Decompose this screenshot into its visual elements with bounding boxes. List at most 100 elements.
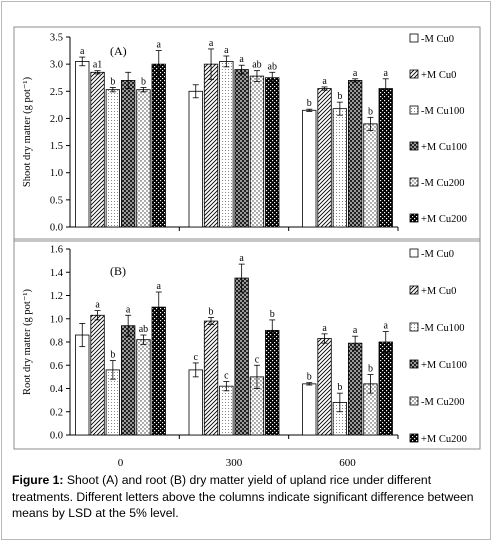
y-tick-label: 0.6 [50, 361, 63, 372]
bar [151, 306, 166, 436]
legend-label: -M Cu200 [421, 397, 464, 408]
y-tick-label: 1.2 [50, 291, 63, 302]
significance-letter: a [80, 46, 85, 57]
bar [302, 109, 317, 228]
x-tick-label: 0 [118, 457, 124, 469]
panel-shoot: 0.0 0.5 1.0 1.5 2.0 2.5 3.0 3.5 Shoot dry matter… [13, 26, 481, 242]
bar [234, 277, 249, 436]
y-tick-label: 3.5 [50, 33, 63, 44]
significance-letter: b [141, 76, 146, 87]
bar [188, 90, 203, 228]
bar [347, 342, 363, 436]
y-tick-label: 0.0 [50, 431, 63, 442]
bar [151, 63, 166, 228]
bar [121, 80, 136, 228]
y-tick-label: 1.4 [50, 268, 64, 279]
panel-label: (A) [110, 44, 127, 58]
bar [188, 369, 203, 436]
legend-swatch [409, 213, 419, 223]
significance-letter: a [353, 68, 358, 79]
significance-letter: ab [268, 61, 277, 72]
caption-text: Shoot (A) and root (B) dry matter yield … [12, 473, 474, 520]
bar [90, 71, 105, 228]
significance-letter: a [209, 38, 214, 49]
y-tick-label: 2.0 [50, 114, 63, 125]
bar [219, 61, 234, 228]
figure-caption: Figure 1: Shoot (A) and root (B) dry mat… [12, 472, 482, 522]
bar [136, 339, 151, 436]
bar [203, 320, 219, 436]
significance-letter: c [255, 354, 260, 365]
bar [75, 334, 90, 436]
legend-swatch [409, 105, 419, 115]
significance-letter: b [368, 364, 373, 375]
bar [317, 88, 332, 228]
panel-label: (B) [110, 264, 126, 278]
significance-letter: a [239, 54, 244, 65]
bar [136, 89, 151, 228]
bar [121, 325, 136, 436]
significance-letter: a [384, 68, 389, 79]
legend: -M Cu0 +M Cu0 -M Cu100 +M Cu100 -M Cu200 +M C… [409, 248, 467, 445]
significance-letter: a [353, 325, 358, 336]
legend-label: +M Cu0 [421, 70, 456, 81]
bar [363, 123, 378, 228]
significance-letter: a [157, 40, 162, 51]
significance-letter: a [126, 304, 131, 315]
figure-chart: 0.0 0.5 1.0 1.5 2.0 2.5 3.0 3.5 Shoot dry matter… [13, 26, 481, 469]
legend-swatch [409, 322, 419, 332]
legend-label: +M Cu200 [421, 434, 467, 445]
x-tick-label: 300 [226, 457, 243, 469]
significance-letter: b [368, 106, 373, 117]
y-tick-label: 1.0 [50, 314, 63, 325]
significance-letter: b [337, 382, 342, 393]
y-tick-label: 0.8 [50, 338, 63, 349]
bar [347, 80, 363, 228]
bar [302, 383, 317, 436]
significance-letter: b [270, 309, 275, 320]
bar [332, 108, 348, 228]
significance-letter: a [224, 45, 229, 56]
y-tick-label: 1.6 [50, 245, 63, 256]
panel-box [13, 26, 481, 242]
significance-letter: b [307, 372, 312, 383]
significance-letter: a [239, 253, 244, 264]
panel-root: 0.0 0.2 0.4 0.6 0.8 1.0 1.2 1.4 1.6 Root dry matt… [13, 238, 481, 469]
legend-label: +M Cu100 [421, 360, 467, 371]
significance-letter: a [322, 76, 327, 87]
caption-label: Figure 1: [12, 473, 64, 487]
legend-label: -M Cu0 [421, 249, 454, 260]
legend-swatch [409, 33, 419, 43]
legend-label: -M Cu100 [421, 106, 464, 117]
significance-letter: b [110, 76, 115, 87]
legend-swatch [409, 141, 419, 151]
significance-letter: a [157, 281, 162, 292]
y-tick-label: 0.0 [50, 223, 63, 234]
legend-swatch [409, 433, 419, 443]
x-tick-label: 600 [339, 457, 356, 469]
significance-letter: c [224, 371, 229, 382]
significance-letter: a [384, 321, 389, 332]
bar [378, 88, 393, 228]
y-tick-label: 0.5 [50, 195, 63, 206]
legend-swatch [409, 396, 419, 406]
bar [203, 63, 219, 228]
y-tick-label: 0.4 [50, 384, 64, 395]
bar [75, 61, 90, 228]
bar [234, 69, 249, 228]
y-axis-label: Root dry matter (g pot⁻¹) [22, 288, 33, 395]
bar [378, 341, 393, 436]
bar [265, 77, 280, 228]
significance-letter: ab [252, 60, 261, 71]
significance-letter: b [110, 350, 115, 361]
y-tick-label: 3.0 [50, 60, 63, 71]
significance-letter: b [307, 98, 312, 109]
significance-letter: ab [139, 324, 148, 335]
y-tick-label: 1.0 [50, 168, 63, 179]
y-tick-label: 2.5 [50, 87, 63, 98]
legend-swatch [409, 248, 419, 258]
legend-swatch [409, 177, 419, 187]
significance-letter: c [194, 352, 199, 363]
legend: -M Cu0 +M Cu0 -M Cu100 +M Cu100 -M Cu200 +M C… [409, 33, 467, 225]
bar [317, 338, 332, 436]
